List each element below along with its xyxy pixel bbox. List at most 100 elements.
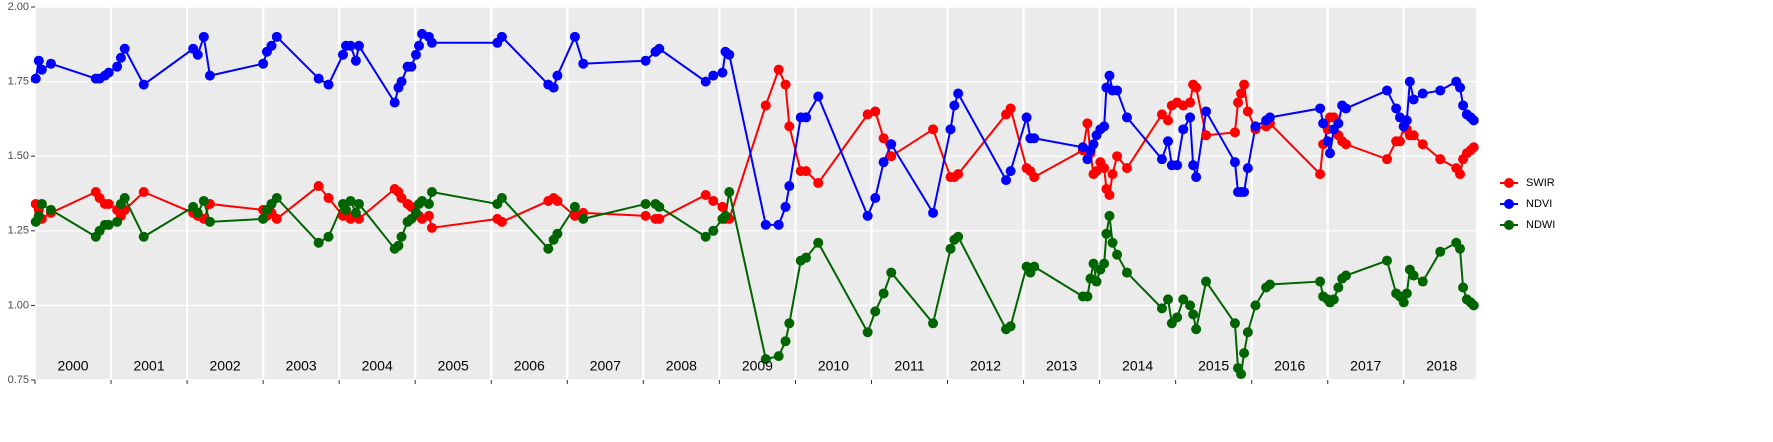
point bbox=[33, 55, 44, 66]
point bbox=[313, 73, 324, 84]
point bbox=[1029, 172, 1040, 183]
y-tick-label: 1.25 bbox=[8, 225, 29, 237]
point bbox=[886, 151, 897, 162]
point bbox=[1340, 139, 1351, 150]
point bbox=[266, 40, 277, 51]
point bbox=[1318, 118, 1329, 129]
x-tick-label: 2011 bbox=[894, 358, 924, 374]
point bbox=[928, 207, 939, 218]
point bbox=[426, 37, 437, 48]
legend-marker bbox=[1504, 199, 1514, 209]
point bbox=[1398, 297, 1409, 308]
point bbox=[953, 231, 964, 242]
point bbox=[870, 306, 881, 317]
point bbox=[878, 157, 889, 168]
point bbox=[773, 64, 784, 75]
point bbox=[780, 336, 791, 347]
point bbox=[784, 181, 795, 192]
point bbox=[760, 219, 771, 230]
point bbox=[1191, 82, 1202, 93]
point bbox=[813, 178, 824, 189]
point bbox=[552, 70, 563, 81]
point bbox=[103, 67, 114, 78]
point bbox=[1468, 300, 1479, 311]
x-tick-label: 2001 bbox=[133, 358, 164, 374]
point bbox=[1382, 154, 1393, 165]
point bbox=[928, 318, 939, 329]
x-tick-label: 2018 bbox=[1426, 358, 1457, 374]
point bbox=[1163, 294, 1174, 305]
point bbox=[45, 204, 56, 215]
point bbox=[1417, 88, 1428, 99]
point bbox=[1121, 267, 1132, 278]
point bbox=[886, 267, 897, 278]
point bbox=[1435, 246, 1446, 257]
point bbox=[1185, 112, 1196, 123]
point bbox=[138, 79, 149, 90]
point bbox=[337, 49, 348, 60]
y-tick-label: 1.75 bbox=[8, 76, 29, 88]
panel bbox=[35, 7, 1476, 380]
point bbox=[1250, 121, 1261, 132]
point bbox=[1099, 121, 1110, 132]
point bbox=[36, 198, 47, 209]
point bbox=[1408, 270, 1419, 281]
point bbox=[1029, 261, 1040, 272]
x-tick-label: 2010 bbox=[818, 358, 849, 374]
point bbox=[878, 133, 889, 144]
x-tick-label: 2015 bbox=[1198, 358, 1229, 374]
point bbox=[396, 76, 407, 87]
point bbox=[36, 64, 47, 75]
point bbox=[496, 31, 507, 42]
point bbox=[1112, 151, 1123, 162]
point bbox=[886, 139, 897, 150]
point bbox=[1191, 172, 1202, 183]
point bbox=[1417, 276, 1428, 287]
point bbox=[271, 31, 282, 42]
point bbox=[1328, 294, 1339, 305]
point bbox=[1156, 154, 1167, 165]
point bbox=[323, 79, 334, 90]
point bbox=[1101, 228, 1112, 239]
point bbox=[45, 58, 56, 69]
point bbox=[801, 166, 812, 177]
point bbox=[1178, 124, 1189, 135]
point bbox=[353, 40, 364, 51]
point bbox=[271, 192, 282, 203]
x-tick-label: 2007 bbox=[590, 358, 621, 374]
point bbox=[1005, 103, 1016, 114]
point bbox=[953, 169, 964, 180]
point bbox=[801, 112, 812, 123]
point bbox=[389, 97, 400, 108]
point bbox=[1107, 237, 1118, 248]
point bbox=[578, 213, 589, 224]
point bbox=[138, 231, 149, 242]
y-tick-label: 2.00 bbox=[8, 1, 29, 13]
point bbox=[1236, 369, 1247, 380]
point bbox=[862, 210, 873, 221]
point bbox=[1077, 142, 1088, 153]
point bbox=[552, 228, 563, 239]
point bbox=[119, 192, 130, 203]
point bbox=[552, 195, 563, 206]
point bbox=[1163, 136, 1174, 147]
point bbox=[1242, 106, 1253, 117]
point bbox=[271, 213, 282, 224]
point bbox=[1242, 327, 1253, 338]
point bbox=[1264, 112, 1275, 123]
point bbox=[720, 210, 731, 221]
point bbox=[780, 79, 791, 90]
point bbox=[1242, 163, 1253, 174]
point bbox=[1005, 166, 1016, 177]
legend-label: NDWI bbox=[1526, 219, 1555, 231]
point bbox=[115, 52, 126, 63]
x-tick-label: 2005 bbox=[438, 358, 469, 374]
legend-marker bbox=[1504, 220, 1514, 230]
point bbox=[640, 210, 651, 221]
point bbox=[870, 192, 881, 203]
y-tick-label: 1.00 bbox=[8, 299, 29, 311]
point bbox=[1401, 115, 1412, 126]
point bbox=[406, 61, 417, 72]
point bbox=[724, 187, 735, 198]
